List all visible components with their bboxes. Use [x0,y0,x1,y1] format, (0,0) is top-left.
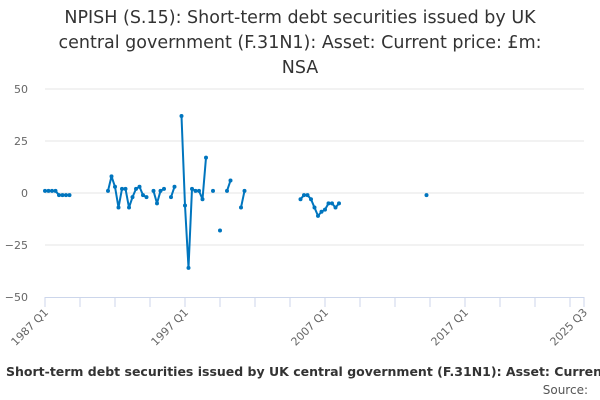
data-point [190,186,194,191]
data-point [57,193,61,198]
chart-title-line: NPISH (S.15): Short-term debt securities… [64,8,536,28]
data-point [193,188,198,193]
data-point [319,209,324,214]
data-point [183,203,187,208]
data-point [144,195,149,200]
data-point [151,188,156,193]
data-point [312,205,317,210]
data-point [46,188,51,193]
source-label: Source: [542,383,588,397]
data-point [305,193,310,198]
y-tick-label: −25 [5,239,28,252]
data-point [116,205,121,210]
data-point [169,195,173,200]
data-point [127,205,131,210]
data-point [162,186,166,191]
x-tick-label: 1997 Q1 [149,306,192,349]
data-point [43,188,47,193]
y-tick-label: −50 [5,291,28,304]
series-line-segment [152,187,165,205]
series-caption: Short-term debt securities issued by UK … [6,364,600,379]
data-point [137,184,142,189]
data-point [113,184,117,189]
data-point [64,193,68,198]
data-point [333,205,338,210]
data-point [211,188,215,193]
data-point [141,193,145,198]
data-point [186,265,191,270]
data-point [109,174,114,179]
chart-title-line: NSA [281,58,319,78]
y-tick-label: 0 [21,187,28,200]
series-line-segment [240,190,246,208]
data-point [123,186,128,191]
data-point [298,197,303,202]
data-point [106,188,110,193]
x-tick-label: 2025 Q3 [548,306,591,349]
data-point [120,186,124,191]
data-point [309,197,313,202]
series-line-segment [299,194,340,217]
data-point [197,188,201,193]
data-point [337,201,341,206]
data-point [424,193,429,198]
data-point [53,188,58,193]
x-tick-label: 1987 Q1 [9,306,52,349]
data-point [225,188,229,193]
data-point [302,193,306,198]
data-point [330,201,334,206]
data-point [323,207,327,212]
data-point [200,197,205,202]
data-point [228,178,233,183]
data-point [316,213,320,218]
chart-title-line: central government (F.31N1): Asset: Curr… [58,33,542,53]
data-point [242,188,247,193]
data-point [326,201,331,206]
data-point [239,205,243,210]
data-point [50,188,54,193]
data-point [158,188,163,193]
x-tick-label: 2007 Q1 [289,306,332,349]
series-line-segment [107,175,148,209]
data-point [204,155,208,160]
data-point [67,193,72,198]
chart-title: NPISH (S.15): Short-term debt securities… [20,6,580,81]
data-point [155,201,159,206]
data-point [60,193,65,198]
data-point [172,184,177,189]
data-point [179,114,184,119]
data-point [130,195,135,200]
x-tick-label: 2017 Q1 [429,306,472,349]
y-tick-label: 50 [14,83,28,96]
data-point [134,186,138,191]
data-point [218,228,222,233]
y-tick-label: 25 [14,135,28,148]
